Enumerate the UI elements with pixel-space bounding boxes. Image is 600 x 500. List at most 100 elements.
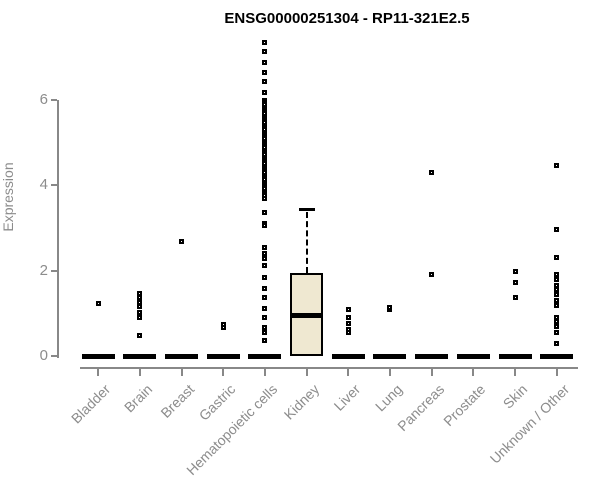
outlier-point [262,89,268,95]
outlier-point [262,337,268,343]
outlier-point [554,226,560,232]
y-axis-line [57,99,59,358]
y-tick-label: 0 [39,347,48,364]
chart-title: ENSG00000251304 - RP11-321E2.5 [224,10,470,27]
outlier-point [554,329,560,335]
x-tick [347,367,350,376]
zero-bar [248,354,282,359]
y-tick [51,98,57,101]
zero-bar [331,354,365,359]
x-tick [555,367,558,376]
zero-bar [456,354,490,359]
x-tick-label: Lung [371,381,406,415]
outlier-point [345,307,351,313]
outlier-point [262,255,268,261]
outlier-point [345,327,351,333]
y-tick-label: 2 [39,261,48,279]
zero-bar [81,354,115,359]
y-tick [51,355,57,357]
outlier-point [554,277,560,283]
x-tick [263,367,266,376]
x-tick [388,367,391,376]
outlier-point [262,59,268,65]
outlier-point [554,302,560,308]
outlier-point [262,49,268,55]
x-tick [430,367,433,376]
x-tick [138,367,141,376]
x-tick-label: Bladder [68,381,114,427]
outlier-point [262,305,268,311]
outlier-point [95,300,101,306]
outlier-point [137,299,143,305]
outlier-point [262,222,268,228]
outlier-point [262,250,268,256]
outlier-point [512,269,518,275]
outlier-point [554,255,560,261]
outlier-point [554,292,560,298]
outlier-point [554,272,560,278]
outlier-point [137,304,143,310]
outlier-point [137,314,143,320]
x-tick [514,367,516,376]
outlier-point [554,162,560,168]
x-axis-line [80,367,578,369]
outlier-point [554,319,560,325]
outlier-point [137,332,143,338]
zero-bar [206,354,240,359]
outlier-point [512,294,518,300]
outlier-point [262,245,268,251]
zero-bar [415,354,449,359]
outlier-point [554,324,560,330]
x-tick [97,367,100,376]
outlier-point [554,297,560,303]
zero-bar [373,354,407,359]
x-tick-label: Brain [120,381,156,416]
outlier-point [387,305,393,311]
outlier-point [262,69,268,75]
zero-bar [498,354,532,359]
outlier-point [554,287,560,293]
outlier-point [262,274,268,280]
x-tick [472,367,475,376]
outlier-point [554,282,560,288]
outlier-point [345,314,351,320]
outlier-point [220,321,226,327]
x-tick-label: Unknown / Other [486,381,572,467]
whisker [305,211,308,273]
outlier-point [429,170,435,176]
outlier-point [262,325,268,331]
x-tick-label: Skin [499,381,531,412]
outlier-point [262,79,268,85]
outlier-point [262,285,268,291]
x-tick-label: Kidney [280,381,322,423]
outlier-point [429,272,435,278]
outlier-point [262,39,268,45]
outlier-point [179,239,185,245]
outlier-point [345,321,351,327]
outlier-point [262,315,268,321]
outlier-point [262,209,268,215]
x-tick-label: Liver [330,381,364,414]
outlier-point [137,291,143,297]
zero-bar [540,354,574,359]
y-tick-label: 6 [39,90,48,108]
whisker-cap [298,207,315,211]
zero-bar [165,354,199,359]
x-tick [180,367,183,376]
x-tick-label: Prostate [440,381,489,430]
outlier-point [137,309,143,315]
x-tick [222,367,225,376]
outlier-point [554,340,560,346]
y-tick [51,269,57,272]
zero-bar [123,354,157,359]
y-tick [51,184,57,187]
outlier-point [262,195,268,201]
median-line [292,313,322,319]
box [290,272,324,356]
y-tick-label: 4 [39,176,48,194]
x-tick-label: Breast [157,381,197,421]
outlier-point [554,314,560,320]
outlier-point [262,295,268,301]
